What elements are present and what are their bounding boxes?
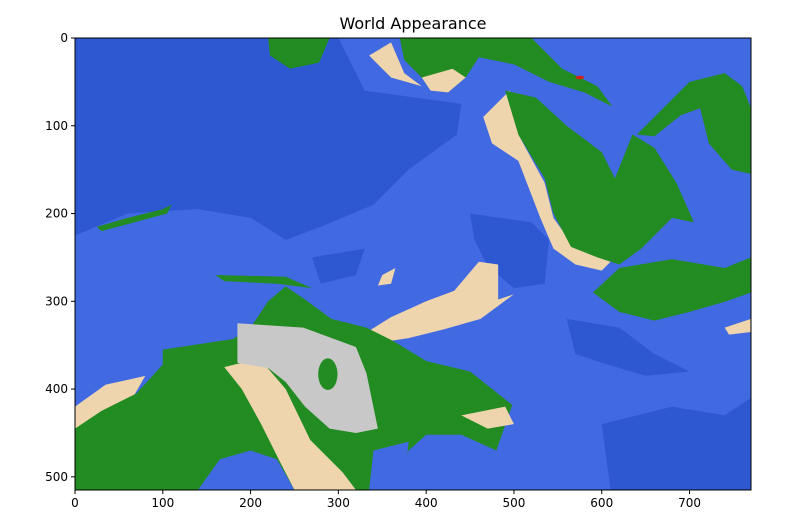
y-tick-label: 500 — [45, 470, 68, 484]
axes-frame — [74, 37, 752, 491]
x-tick-label: 300 — [327, 496, 350, 510]
beach-region — [724, 318, 751, 335]
mountain-region — [237, 323, 378, 433]
y-tick-label: 400 — [45, 382, 68, 396]
y-tick-label: 200 — [45, 207, 68, 221]
x-axis: 0 100 200 300 400 500 600 700 — [71, 490, 701, 510]
land-region — [505, 90, 694, 265]
beach-region — [421, 68, 466, 93]
beach-region — [483, 90, 611, 271]
ocean-region — [369, 441, 409, 490]
chart-title: World Appearance — [339, 14, 486, 33]
land-region — [215, 274, 313, 289]
volcano-region — [575, 75, 585, 80]
land-region — [268, 38, 330, 69]
x-tick-label: 600 — [590, 496, 613, 510]
x-tick-label: 500 — [503, 496, 526, 510]
land-region — [399, 38, 613, 107]
land-region — [636, 73, 751, 175]
beach-region — [369, 42, 422, 87]
beach-region — [377, 267, 396, 286]
land-region — [318, 358, 338, 390]
x-tick-label: 700 — [678, 496, 701, 510]
x-tick-label: 100 — [151, 496, 174, 510]
y-axis: 0 100 200 300 400 500 — [45, 31, 75, 484]
beach-region — [224, 358, 356, 490]
y-tick-label: 300 — [45, 294, 68, 308]
deep-ocean-region — [601, 397, 751, 490]
ocean-region — [197, 450, 295, 490]
x-tick-label: 200 — [239, 496, 262, 510]
plot-area — [75, 38, 751, 490]
deep-ocean-region — [312, 248, 365, 284]
y-tick-label: 0 — [60, 31, 68, 45]
land-region — [592, 257, 751, 321]
beach-region — [360, 261, 514, 344]
beach-region — [461, 406, 514, 429]
deep-ocean-region — [470, 213, 550, 289]
deep-ocean-region — [75, 38, 462, 240]
y-tick-label: 100 — [45, 119, 68, 133]
deep-ocean-region — [566, 318, 690, 376]
land-region — [96, 204, 172, 232]
x-tick-label: 0 — [71, 496, 79, 510]
x-tick-label: 400 — [415, 496, 438, 510]
